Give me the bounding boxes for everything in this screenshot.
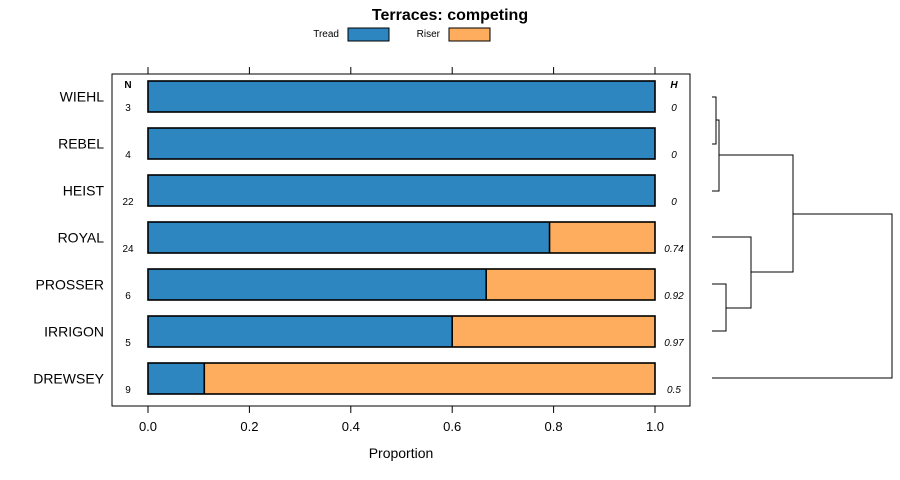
legend-item-tread: Tread	[313, 27, 390, 42]
category-label-irrigon: IRRIGON	[44, 324, 104, 340]
n-value-royal: 24	[122, 244, 134, 255]
n-labels: 3 4 22 24 6 5 9	[122, 103, 134, 396]
dendrogram-merge-wiehl-rebel	[712, 96, 717, 145]
legend-swatch-tread	[347, 27, 390, 42]
legend-swatch-riser	[448, 27, 491, 42]
bar-royal-riser	[549, 222, 655, 253]
x-axis-label: Proportion	[369, 445, 434, 461]
h-labels: 0 0 0 0.74 0.92 0.97 0.5	[664, 103, 684, 396]
legend: Tread Riser	[313, 27, 491, 42]
bar-outline-drewsey	[147, 362, 656, 395]
bar-irrigon-tread	[148, 316, 453, 347]
h-value-prosser: 0.92	[664, 291, 684, 302]
bar-outline-prosser	[147, 268, 656, 301]
h-value-rebel: 0	[671, 150, 677, 161]
bar-rebel-tread	[148, 128, 655, 159]
n-value-heist: 22	[122, 197, 134, 208]
n-header: N	[124, 80, 131, 91]
x-axis: 0.0 0.2 0.4 0.6 0.8 1.0	[139, 67, 664, 434]
bar-outline-rebel	[147, 127, 656, 160]
bar-outline-irrigon	[147, 315, 656, 348]
dendrogram-merge-root	[712, 213, 893, 379]
bar-outline-heist	[147, 174, 656, 207]
legend-item-riser: Riser	[417, 27, 491, 42]
category-label-drewsey: DREWSEY	[33, 371, 104, 387]
x-tick-label-0-4: 0.4	[342, 419, 360, 434]
x-tick-label-0-8: 0.8	[545, 419, 563, 434]
n-value-wiehl: 3	[125, 103, 131, 114]
bar-prosser-tread	[148, 269, 487, 300]
dendrogram-merge-royal	[712, 236, 752, 309]
n-value-prosser: 6	[125, 291, 131, 302]
h-header: H	[670, 80, 678, 91]
h-value-heist: 0	[671, 197, 677, 208]
n-value-drewsey: 9	[125, 385, 131, 396]
dendrogram	[712, 96, 893, 379]
n-value-irrigon: 5	[125, 338, 131, 349]
bar-irrigon-riser	[452, 316, 655, 347]
bar-prosser-riser	[486, 269, 655, 300]
h-value-wiehl: 0	[671, 103, 677, 114]
x-tick-label-1-0: 1.0	[646, 419, 664, 434]
dendrogram-merge-prosser-irrigon	[712, 283, 727, 332]
h-value-drewsey: 0.5	[667, 385, 681, 396]
bar-outline-wiehl	[147, 80, 656, 113]
x-tick-label-0-6: 0.6	[443, 419, 461, 434]
x-tick-label-0-0: 0.0	[139, 419, 157, 434]
h-value-royal: 0.74	[664, 244, 684, 255]
category-label-rebel: REBEL	[58, 136, 104, 152]
x-tick-label-0-2: 0.2	[240, 419, 258, 434]
category-labels: WIEHL REBEL HEIST ROYAL PROSSER IRRIGON DREWSE…	[33, 89, 104, 387]
category-label-heist: HEIST	[63, 183, 105, 199]
bar-outline-royal	[147, 221, 656, 254]
bar-royal-tread	[148, 222, 550, 253]
legend-label-riser: Riser	[417, 29, 441, 40]
dendrogram-merge-upper-lower	[719, 154, 794, 273]
category-label-wiehl: WIEHL	[60, 89, 105, 105]
h-value-irrigon: 0.97	[664, 338, 684, 349]
bar-drewsey-riser	[204, 363, 656, 394]
category-label-prosser: PROSSER	[36, 277, 104, 293]
n-value-rebel: 4	[125, 150, 131, 161]
chart-title: Terraces: competing	[372, 7, 528, 24]
bar-wiehl-tread	[148, 81, 655, 112]
bar-heist-tread	[148, 175, 655, 206]
plot-panel	[111, 73, 691, 407]
bar-drewsey-tread	[148, 363, 205, 394]
category-label-royal: ROYAL	[58, 230, 105, 246]
legend-label-tread: Tread	[313, 29, 339, 40]
bars	[147, 80, 656, 395]
